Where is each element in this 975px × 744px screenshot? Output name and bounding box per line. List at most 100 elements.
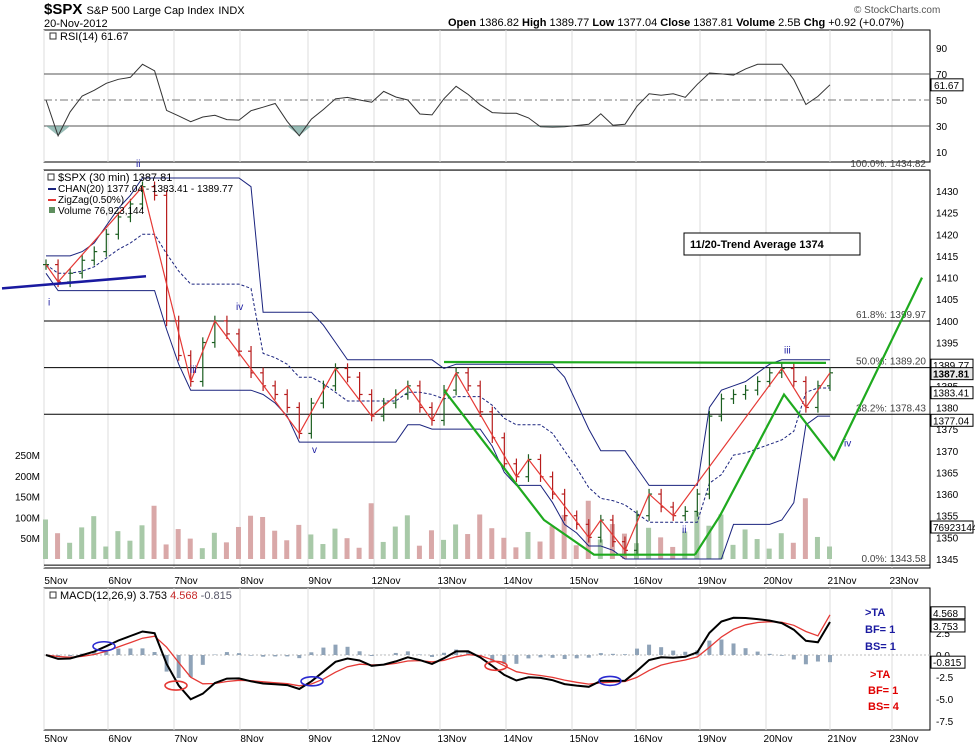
volume-bar xyxy=(778,533,784,559)
macd-histogram-bar xyxy=(309,652,314,655)
rsi-current-badge xyxy=(930,78,964,92)
macd-histogram-bar xyxy=(815,655,820,662)
volume-bar xyxy=(103,546,109,559)
volume-bar xyxy=(658,537,664,559)
volume-bar xyxy=(223,542,229,559)
macd-histogram-bar xyxy=(321,647,326,655)
wave-label: iii xyxy=(190,365,197,376)
wave-label: iii xyxy=(784,345,791,356)
volume-bar xyxy=(260,516,266,559)
price-badge-value: 1383.41 xyxy=(933,389,970,400)
x-axis-label: 5Nov xyxy=(44,576,67,587)
macd-badge xyxy=(930,619,966,633)
trend-average-annotation: 11/20-Trend Average 1374 xyxy=(683,232,861,256)
downtrend-channel-line xyxy=(443,389,695,556)
volume-bar xyxy=(380,541,386,559)
volume-bar xyxy=(694,511,700,559)
open-value: 1386.82 xyxy=(479,17,519,29)
macd-histogram-bar xyxy=(249,655,254,656)
macd-histogram-bar xyxy=(562,655,567,660)
macd-histogram-bar xyxy=(610,653,615,655)
x-axis-label: 12Nov xyxy=(372,734,401,744)
macd-histogram-bar xyxy=(586,655,591,658)
wave-label: ii xyxy=(682,525,686,536)
projection-trend-line xyxy=(694,277,923,556)
volume-bar xyxy=(416,545,422,559)
volume-bar xyxy=(151,505,157,559)
rsi-tick-label: 70 xyxy=(936,70,948,81)
macd-histogram-bar xyxy=(357,651,362,655)
volume-bar xyxy=(790,542,796,559)
rsi-oversold-fill xyxy=(46,126,830,136)
volume-bar xyxy=(320,544,326,559)
macd-signal-line xyxy=(45,614,831,687)
symbol-title: $SPX S&P 500 Large Cap Index INDX xyxy=(44,1,245,18)
macd-histogram-bar xyxy=(659,647,664,655)
volume-bar xyxy=(766,548,772,559)
red-note-3: BS= 4 xyxy=(868,701,900,713)
macd-histogram-bar xyxy=(803,655,808,665)
x-axis-label: 16Nov xyxy=(634,576,663,587)
macd-histogram-bar xyxy=(767,653,772,655)
price-tick-label: 1345 xyxy=(936,555,959,566)
volume-label: Volume xyxy=(736,17,776,29)
macd-histogram-bar xyxy=(671,650,676,655)
price-tick-label: 1410 xyxy=(936,274,959,285)
crossover-marker xyxy=(300,676,324,687)
price-tick-label: 1380 xyxy=(936,403,959,414)
volume-value: 2.5B xyxy=(778,17,801,29)
price-badge-value: 1389.77 xyxy=(933,361,970,372)
macd-histogram-bar xyxy=(442,652,447,655)
x-axis-label: 7Nov xyxy=(174,734,197,744)
macd-histogram-bar xyxy=(743,648,748,655)
macd-histogram-bar xyxy=(466,651,471,655)
price-tick-label: 1420 xyxy=(936,230,959,241)
price-tick-label: 1370 xyxy=(936,447,959,458)
volume-bar xyxy=(525,531,531,559)
volume-bar xyxy=(477,514,483,559)
x-axis-label: 19Nov xyxy=(698,576,727,587)
x-axis-label: 23Nov xyxy=(890,576,919,587)
rsi-tick-label: 50 xyxy=(936,96,948,107)
volume-bar xyxy=(43,519,48,559)
crossover-marker xyxy=(598,675,622,687)
macd-histogram-bar xyxy=(538,655,543,658)
macd-tick-label: -2.5 xyxy=(936,673,954,684)
legend-volume: Volume 76,923,144 xyxy=(58,206,145,217)
macd-histogram-bar xyxy=(261,655,266,657)
blue-note-1: >TA xyxy=(865,607,885,619)
macd-legend: MACD(12,26,9) 3.753 4.568 -0.815 xyxy=(49,590,232,602)
macd-histogram-bar xyxy=(140,648,145,655)
ohlc-bar: Open 1386.82 High 1389.77 Low 1377.04 Cl… xyxy=(448,17,904,29)
macd-badge-value: 4.568 xyxy=(933,609,958,620)
macd-histogram-bar xyxy=(719,639,724,655)
volume-tick-label: 100M xyxy=(15,513,40,524)
macd-histogram-bar xyxy=(526,655,531,659)
x-axis-label: 13Nov xyxy=(438,576,467,587)
macd-legend-hist: -0.815 xyxy=(201,590,232,602)
legend-title: $SPX (30 min) 1387.81 xyxy=(58,172,172,184)
symbol: $SPX xyxy=(44,1,83,18)
volume-bar xyxy=(163,544,169,559)
volume-bar xyxy=(827,546,832,559)
volume-tick-label: 200M xyxy=(15,472,40,483)
volume-bar xyxy=(308,534,314,559)
x-axis-label: 9Nov xyxy=(308,734,331,744)
red-note-1: >TA xyxy=(870,669,890,681)
resistance-trend-line xyxy=(443,360,827,364)
price-layer: 1430142514201415141014051400139513901385… xyxy=(1,159,975,566)
copyright-note: © StockCharts.com xyxy=(854,5,941,16)
time-grid: 5Nov 6Nov 7Nov 8Nov 9Nov 12Nov 13Nov 14Nov 15Nov… xyxy=(43,30,919,744)
channel-middle xyxy=(45,233,830,523)
macd-histogram-bar xyxy=(598,653,603,655)
macd-histogram-bar xyxy=(502,655,507,665)
volume-bar xyxy=(284,540,290,559)
macd-histogram-bar xyxy=(68,655,73,657)
volume-bar xyxy=(706,525,712,559)
volume-bar xyxy=(67,542,73,559)
x-axis-label: 21Nov xyxy=(828,576,857,587)
blue-note-2: BF= 1 xyxy=(865,624,895,636)
volume-bar xyxy=(730,544,736,559)
macd-notes: >TA BF= 1 BS= 1 >TA BF= 1 BS= 4 xyxy=(865,607,900,713)
